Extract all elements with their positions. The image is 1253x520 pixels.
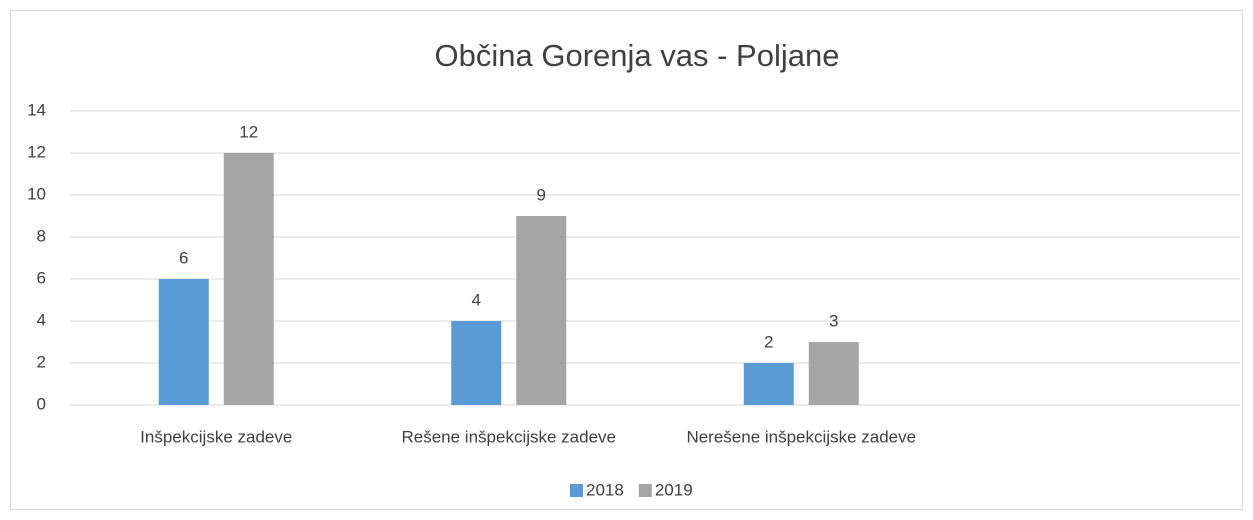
y-tick-label: 10 [27, 184, 46, 203]
x-tick-label: Nerešene inšpekcijske zadeve [686, 427, 916, 446]
legend-swatch [638, 484, 652, 497]
chart-frame [10, 10, 1243, 510]
data-label: 3 [829, 311, 838, 330]
data-label: 12 [239, 122, 258, 141]
y-tick-label: 4 [37, 310, 46, 329]
bar [516, 216, 567, 405]
bar [158, 279, 209, 405]
legend-label: 2018 [586, 480, 624, 499]
bar [451, 321, 502, 405]
x-tick-label: Inšpekcijske zadeve [140, 427, 292, 446]
data-label: 2 [764, 332, 773, 351]
bar [743, 363, 794, 405]
bar [223, 153, 274, 405]
y-tick-label: 8 [37, 226, 46, 245]
legend-swatch [570, 484, 583, 497]
y-tick-label: 12 [27, 142, 46, 161]
x-tick-label: Rešene inšpekcijske zadeve [401, 427, 616, 446]
legend-label: 2019 [655, 480, 693, 499]
y-tick-label: 0 [37, 394, 46, 413]
data-label: 6 [179, 248, 188, 267]
y-tick-label: 6 [37, 268, 46, 287]
data-label: 4 [472, 290, 481, 309]
data-label: 9 [537, 185, 546, 204]
y-tick-label: 2 [37, 352, 46, 371]
chart-title: Občina Gorenja vas - Poljane [435, 38, 840, 73]
bar [808, 342, 859, 405]
y-tick-label: 14 [27, 100, 46, 119]
